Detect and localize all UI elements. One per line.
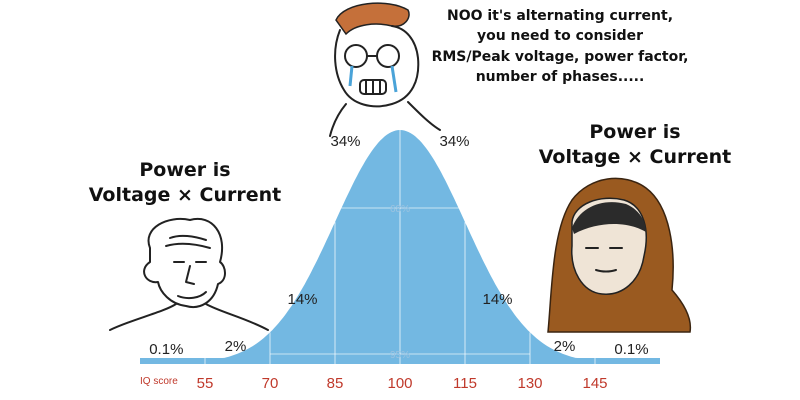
right-character-sketch	[547, 177, 692, 333]
band-percent-label: 34%	[330, 133, 360, 150]
x-tick-label: 100	[387, 375, 412, 392]
x-axis-label: IQ score	[140, 376, 178, 387]
right-caption-line-2: Voltage × Current	[538, 145, 732, 168]
top-caption-line-1: NOO it's alternating current,	[446, 8, 674, 24]
top-caption-line-2: you need to consider	[476, 28, 644, 45]
top-caption: NOO it's alternating current, you need t…	[430, 6, 690, 87]
x-tick-label: 70	[262, 375, 279, 392]
band-percent-label: 14%	[287, 291, 317, 308]
inner-labels: 68% 95%	[270, 204, 530, 361]
top-caption-line-3: RMS/Peak voltage, power factor,	[431, 48, 689, 65]
x-tick-label: 130	[517, 375, 542, 392]
inner-percent-label: 68%	[390, 204, 410, 215]
band-labels: 0.1% 2% 14% 34% 34% 14% 2% 0.1%	[149, 133, 648, 358]
x-tick-label: 55	[197, 375, 214, 392]
right-caption-line-1: Power is	[589, 121, 681, 143]
right-caption: Power is Voltage × Current	[520, 120, 750, 169]
top-caption-line-4: number of phases.....	[475, 68, 645, 85]
band-percent-label: 34%	[439, 133, 469, 150]
x-tick-label: 145	[582, 375, 607, 392]
band-percent-label: 14%	[482, 291, 512, 308]
sd-lines	[204, 130, 596, 364]
left-caption-line-2: Voltage × Current	[88, 183, 282, 206]
left-caption: Power is Voltage × Current	[70, 158, 300, 207]
left-character-sketch	[109, 217, 269, 331]
band-percent-label: 0.1%	[614, 341, 648, 358]
band-percent-label: 0.1%	[149, 341, 183, 358]
tick-labels: 55 70 85 100 115 130 145	[197, 375, 608, 392]
band-percent-label: 2%	[554, 338, 576, 355]
top-character-sketch	[329, 2, 441, 137]
left-caption-line-1: Power is	[139, 159, 231, 181]
x-tick-label: 85	[327, 375, 344, 392]
inner-percent-label: 95%	[390, 350, 410, 361]
x-tick-label: 115	[453, 375, 477, 392]
band-percent-label: 2%	[225, 338, 247, 355]
